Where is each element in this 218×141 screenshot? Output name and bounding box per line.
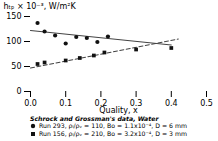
svg-text:0.3: 0.3 (129, 99, 143, 109)
svg-text:Quality, x: Quality, x (99, 106, 138, 115)
html-text:Run 156, ρₗ/ρᵥ = 210, Bo = 3.2: Run 156, ρₗ/ρᵥ = 210, Bo = 3.2x10⁻⁴, D =… (39, 129, 187, 137)
svg-text:150: 150 (6, 12, 21, 21)
svg-text:100: 100 (6, 37, 21, 46)
html-text:Run 293, ρₗ/ρᵥ = 110, Bo = 1.1: Run 293, ρₗ/ρᵥ = 110, Bo = 1.1x10⁻⁴, D =… (39, 122, 187, 130)
svg-text:50: 50 (11, 62, 21, 71)
html-text:Schrock and Grossman's data, W: Schrock and Grossman's data, Water (30, 115, 159, 122)
svg-text:0: 0 (16, 87, 21, 96)
svg-text:0.2: 0.2 (94, 99, 108, 109)
svg-text:0.5: 0.5 (200, 99, 213, 108)
svg-text:0.0: 0.0 (24, 99, 37, 108)
svg-text:0.4: 0.4 (165, 99, 178, 108)
svg-text:0.1: 0.1 (59, 99, 72, 108)
svg-text:hₜₚ × 10⁻³, W/m²K: hₜₚ × 10⁻³, W/m²K (4, 2, 77, 11)
